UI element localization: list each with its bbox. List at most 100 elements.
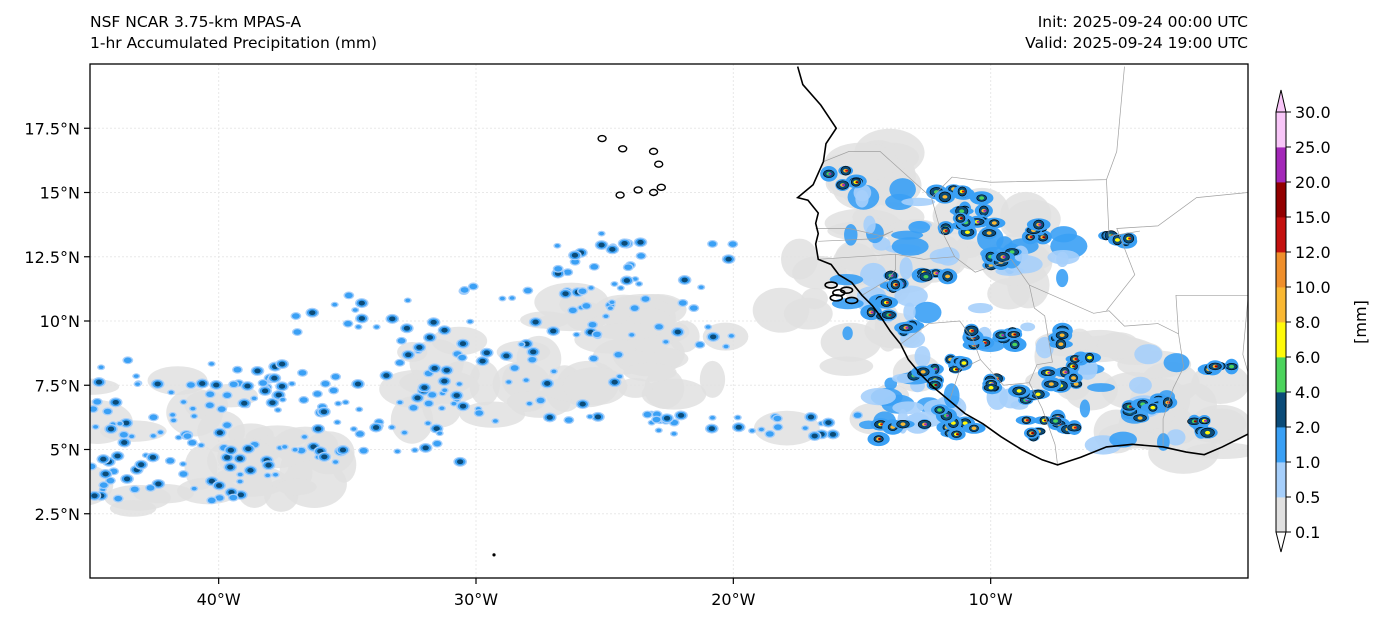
precip-cell-core <box>383 373 390 378</box>
init-time: Init: 2025-09-24 00:00 UTC <box>1037 13 1248 31</box>
precip-trace <box>623 362 677 382</box>
field-title: 1-hr Accumulated Precipitation (mm) <box>90 34 377 52</box>
precip-cell-mid <box>171 418 177 423</box>
precip-cell-mid <box>359 447 368 454</box>
precip-cell-core <box>247 467 254 473</box>
precip-cell-mid <box>223 422 232 428</box>
storm-intense <box>1058 342 1064 347</box>
precip-cell-mid <box>653 411 661 417</box>
country-border <box>1106 179 1140 237</box>
precip-cell-mid <box>335 401 341 406</box>
precip-cell-core <box>829 432 837 437</box>
storm-intense <box>945 274 951 279</box>
storm-intense <box>1035 392 1041 397</box>
storm-peak <box>935 272 939 275</box>
precip-light-cell <box>891 237 929 256</box>
storm-peak <box>842 183 846 187</box>
storm-intense <box>1205 430 1211 435</box>
precip-cell-mid <box>188 439 197 446</box>
island-bissagos <box>829 294 844 302</box>
precip-cell-mid <box>313 391 322 397</box>
precip-light-cell <box>1079 399 1091 418</box>
precip-cell-mid <box>409 405 418 411</box>
precip-cell-core <box>708 426 715 432</box>
country-border <box>980 359 1030 386</box>
storm-intense <box>1012 342 1018 347</box>
precip-cell-core <box>426 335 434 340</box>
precip-light-cell <box>1056 251 1069 268</box>
precip-cell-mid <box>710 416 716 420</box>
storm-peak <box>1193 420 1197 423</box>
precip-cell-mid <box>582 303 591 309</box>
precip-cell-mid <box>291 313 300 319</box>
precip-cell-core <box>594 414 602 420</box>
precip-cell-core <box>735 424 742 430</box>
country-border <box>818 197 956 260</box>
storm-intense <box>1009 250 1015 254</box>
precip-cell-core <box>121 440 128 445</box>
precip-trace <box>520 311 570 329</box>
precip-trace <box>752 287 810 333</box>
precip-cell-mid <box>705 325 711 329</box>
storm-intense <box>959 209 965 213</box>
tick-label-lat: 7.5°N <box>35 376 80 395</box>
precip-cell-core <box>339 447 347 453</box>
precip-cell-core <box>405 352 412 358</box>
storm-peak <box>1042 236 1046 239</box>
precip-cell-core <box>609 246 616 252</box>
precip-cell-mid <box>355 325 361 329</box>
precip-cell-mid <box>506 380 512 384</box>
precip-cell-mid <box>389 425 395 430</box>
plot-header-left: NSF NCAR 3.75-km MPAS-A 1-hr Accumulated… <box>90 12 377 54</box>
precip-cell-core <box>112 399 119 405</box>
country-border <box>1242 297 1248 374</box>
precip-cell-mid <box>689 305 698 311</box>
precip-light-cell <box>899 257 913 280</box>
precip-cell-mid <box>344 320 352 327</box>
precip-cell-mid <box>130 486 139 493</box>
precip-cell-core <box>154 381 161 387</box>
precip-cell-mid <box>618 286 624 290</box>
precip-trace <box>702 322 749 351</box>
precip-cell-core <box>137 462 145 468</box>
storm-intense <box>923 274 929 279</box>
country-border <box>1175 294 1248 334</box>
storm-intense <box>1114 238 1120 242</box>
storm-peak <box>855 181 859 184</box>
precip-light-cell <box>908 220 931 234</box>
precip-trace <box>562 367 628 406</box>
precip-cell-mid <box>176 435 182 440</box>
precip-cell-mid <box>103 408 112 415</box>
precip-cell-mid <box>523 287 532 294</box>
model-title: NSF NCAR 3.75-km MPAS-A <box>90 13 302 31</box>
island-bissagos <box>824 281 838 289</box>
storm-intense <box>1137 416 1143 420</box>
tick-label-lon: 40°W <box>197 590 241 609</box>
storm-peak <box>1038 223 1042 226</box>
precip-light-cell <box>844 224 858 246</box>
precip-cell-core <box>422 445 429 451</box>
precip-cell-mid <box>509 296 515 300</box>
storm-peak <box>1203 419 1207 422</box>
storm-intense <box>942 195 948 199</box>
precip-cell-mid <box>93 425 99 429</box>
storm-peak <box>1029 235 1033 239</box>
precip-cell-mid <box>774 424 782 430</box>
storm-intense <box>964 230 970 235</box>
colorbar-tick-label: 6.0 <box>1295 348 1320 367</box>
precip-cell-core <box>479 358 486 364</box>
colorbar-bin <box>1276 252 1286 288</box>
storm-peak <box>1047 371 1051 374</box>
precip-cell-mid <box>424 400 433 407</box>
colorbar-bin <box>1276 112 1286 148</box>
precip-cell-mid <box>678 300 687 306</box>
storm-intense <box>979 196 985 200</box>
colorbar-tick-label: 30.0 <box>1295 103 1331 122</box>
precip-light-cell <box>1056 268 1069 288</box>
precip-cell-mid <box>456 382 462 386</box>
precip-cell-mid <box>395 360 404 366</box>
precip-trace <box>618 377 653 398</box>
precip-cell-mid <box>656 428 662 433</box>
precip-cell-mid <box>292 447 298 452</box>
